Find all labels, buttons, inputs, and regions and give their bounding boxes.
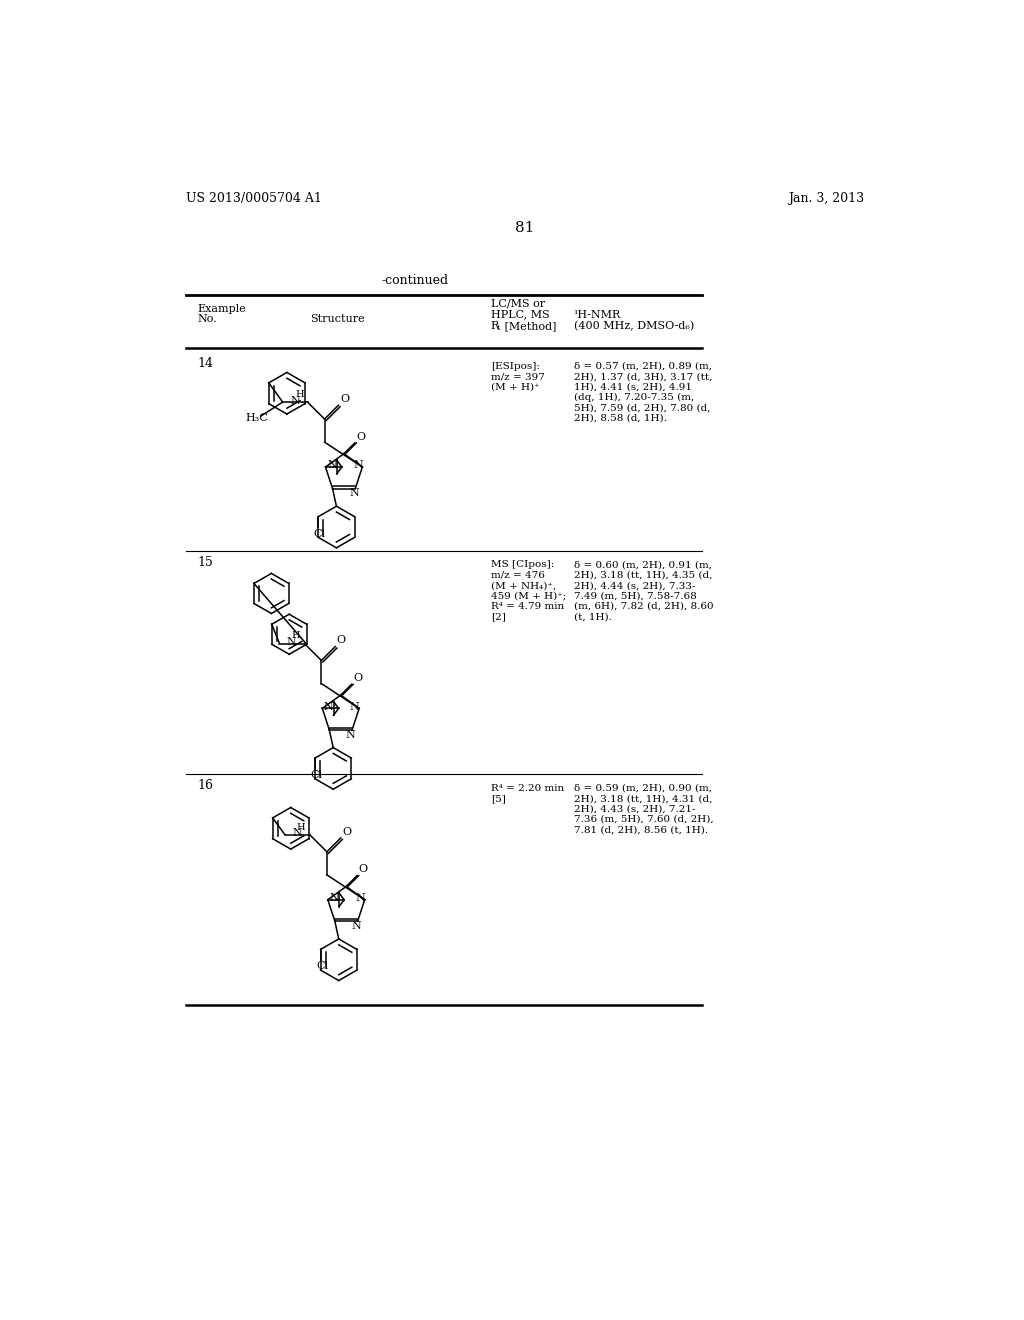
Text: Cl: Cl xyxy=(313,528,326,539)
Text: N: N xyxy=(292,829,302,838)
Text: N: N xyxy=(351,921,361,931)
Text: N: N xyxy=(327,461,337,470)
Text: Cl: Cl xyxy=(316,961,328,972)
Text: O: O xyxy=(358,865,368,874)
Text: LC/MS or: LC/MS or xyxy=(490,298,545,309)
Text: δ = 0.60 (m, 2H), 0.91 (m,
2H), 3.18 (tt, 1H), 4.35 (d,
2H), 4.44 (s, 2H), 7.33-: δ = 0.60 (m, 2H), 0.91 (m, 2H), 3.18 (tt… xyxy=(573,560,714,622)
Text: H: H xyxy=(291,631,300,640)
Text: N: N xyxy=(330,894,339,903)
Text: ¹H-NMR: ¹H-NMR xyxy=(573,310,621,319)
Text: 15: 15 xyxy=(198,556,214,569)
Text: N: N xyxy=(353,461,362,470)
Text: [Method]: [Method] xyxy=(501,321,556,331)
Text: (400 MHz, DMSO-d₆): (400 MHz, DMSO-d₆) xyxy=(573,321,694,331)
Text: O: O xyxy=(353,673,362,684)
Text: N: N xyxy=(346,730,355,739)
Text: t: t xyxy=(497,323,501,331)
Text: MS [CIpos]:
m/z = 476
(M + NH₄)⁺,
459 (M + H)⁺;
R⁴ = 4.79 min
[2]: MS [CIpos]: m/z = 476 (M + NH₄)⁺, 459 (M… xyxy=(490,560,566,622)
Text: H₃C: H₃C xyxy=(246,413,268,422)
Text: Jan. 3, 2013: Jan. 3, 2013 xyxy=(788,191,864,205)
Text: R: R xyxy=(490,321,499,331)
Text: N: N xyxy=(287,638,296,647)
Text: N: N xyxy=(355,894,366,903)
Text: HPLC, MS: HPLC, MS xyxy=(490,310,550,319)
Text: Cl: Cl xyxy=(310,770,323,780)
Text: 81: 81 xyxy=(515,220,535,235)
Text: 14: 14 xyxy=(198,358,214,371)
Text: US 2013/0005704 A1: US 2013/0005704 A1 xyxy=(186,191,322,205)
Text: O: O xyxy=(340,395,349,404)
Text: O: O xyxy=(337,635,346,645)
Text: -continued: -continued xyxy=(381,273,449,286)
Text: Example: Example xyxy=(198,304,247,314)
Text: N: N xyxy=(349,488,358,498)
Text: No.: No. xyxy=(198,314,217,325)
Text: [ESIpos]:
m/z = 397
(M + H)⁺: [ESIpos]: m/z = 397 (M + H)⁺ xyxy=(490,362,545,392)
Text: N: N xyxy=(350,702,359,711)
Text: δ = 0.57 (m, 2H), 0.89 (m,
2H), 1.37 (d, 3H), 3.17 (tt,
1H), 4.41 (s, 2H), 4.91
: δ = 0.57 (m, 2H), 0.89 (m, 2H), 1.37 (d,… xyxy=(573,362,712,422)
Text: Structure: Structure xyxy=(310,314,365,325)
Text: H: H xyxy=(295,389,304,399)
Text: O: O xyxy=(342,826,351,837)
Text: H: H xyxy=(297,822,305,832)
Text: R⁴ = 2.20 min
[5]: R⁴ = 2.20 min [5] xyxy=(490,784,564,803)
Text: N: N xyxy=(324,702,334,711)
Text: N: N xyxy=(291,396,300,405)
Text: 16: 16 xyxy=(198,779,214,792)
Text: δ = 0.59 (m, 2H), 0.90 (m,
2H), 3.18 (tt, 1H), 4.31 (d,
2H), 4.43 (s, 2H), 7.21-: δ = 0.59 (m, 2H), 0.90 (m, 2H), 3.18 (tt… xyxy=(573,784,714,834)
Text: O: O xyxy=(356,432,366,442)
